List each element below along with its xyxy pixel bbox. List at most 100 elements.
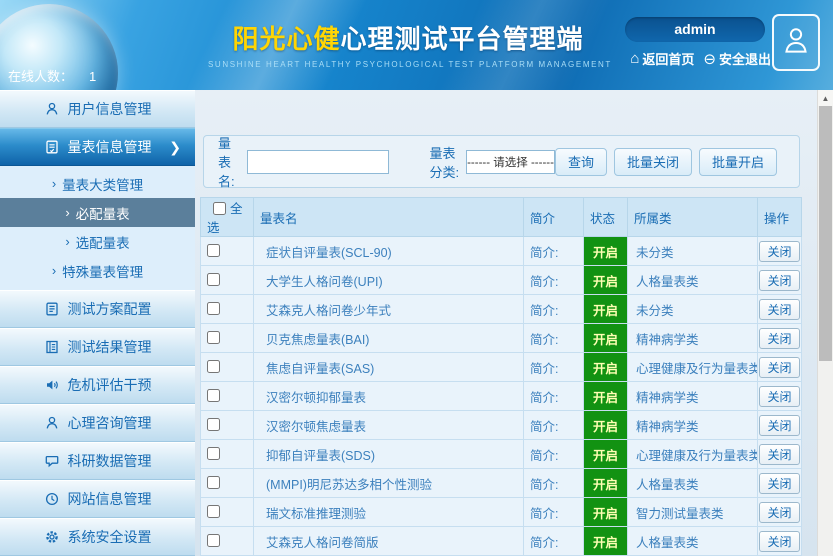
submenu-item-special-scales[interactable]: › 特殊量表管理 — [0, 256, 195, 285]
category-cell: 精神病学类 — [627, 323, 758, 353]
intro-cell: 简介: — [523, 497, 584, 527]
row-checkbox-cell — [200, 294, 254, 324]
row-checkbox[interactable] — [207, 331, 220, 344]
chevron-right-icon: › — [65, 205, 70, 220]
row-checkbox-cell — [200, 265, 254, 295]
scales-table: 全选 量表名 简介 状态 所属类 操作 症状自评量表(SCL-90) 简介: 开启未… — [200, 197, 802, 556]
sidebar-item-test-plan[interactable]: 测试方案配置 — [0, 290, 195, 328]
close-scale-button[interactable]: 关闭 — [759, 269, 800, 291]
table-row: 焦虑自评量表(SAS) 简介: 开启 心理健康及行为量表类 关闭 — [200, 352, 802, 382]
row-checkbox[interactable] — [207, 418, 220, 431]
status-badge: 开启 — [583, 410, 628, 440]
intro-cell: 简介: — [523, 265, 584, 295]
row-checkbox[interactable] — [207, 476, 220, 489]
header: 阳光心健心理测试平台管理端 SUNSHINE HEART HEALTHY PSY… — [0, 0, 833, 90]
close-scale-button[interactable]: 关闭 — [759, 530, 800, 552]
category-cell: 心理健康及行为量表类 — [627, 439, 758, 469]
user-icon — [44, 101, 60, 117]
chevron-right-icon: › — [51, 263, 57, 278]
batch-close-button[interactable]: 批量关闭 — [613, 147, 692, 176]
submenu-item-required-scales[interactable]: › 必配量表 — [0, 198, 195, 227]
close-scale-button[interactable]: 关闭 — [759, 501, 800, 523]
table-row: 汉密尔顿焦虑量表 简介: 开启 精神病学类 关闭 — [200, 410, 802, 440]
online-count: 在线人数： 1 — [8, 69, 97, 84]
sidebar-item-user-info[interactable]: 用户信息管理 — [0, 90, 195, 128]
action-cell: 关闭 — [757, 381, 802, 411]
username-badge[interactable]: admin — [625, 17, 765, 42]
sidebar-submenu: › 量表大类管理 › 必配量表 › 选配量表 › 特殊量表管理 — [0, 166, 195, 290]
batch-open-button[interactable]: 批量开启 — [698, 147, 777, 176]
status-badge: 开启 — [583, 439, 628, 469]
submenu-item-optional-scales[interactable]: › 选配量表 — [0, 227, 195, 256]
sidebar-item-counsel[interactable]: 心理咨询管理 — [0, 404, 195, 442]
scrollbar-thumb[interactable] — [819, 106, 832, 361]
scrollbar-up-arrow[interactable]: ▲ — [818, 90, 833, 106]
sidebar-item-label: 量表信息管理 — [67, 139, 152, 155]
table-row: 艾森克人格问卷少年式 简介: 开启 未分类 关闭 — [200, 294, 802, 324]
speaker-icon — [44, 377, 60, 393]
sidebar: 用户信息管理 量表信息管理 ❯ › 量表大类管理 › 必配量表 › 选配量表 › 特殊量表管理 测试方… — [0, 90, 195, 556]
row-checkbox-cell — [200, 236, 254, 266]
query-button[interactable]: 查询 — [554, 147, 607, 176]
plan-icon — [44, 301, 60, 317]
scale-name-cell: 焦虑自评量表(SAS) — [253, 352, 524, 382]
close-scale-button[interactable]: 关闭 — [759, 443, 800, 465]
row-checkbox-cell — [200, 439, 254, 469]
category-cell: 精神病学类 — [627, 381, 758, 411]
row-checkbox[interactable] — [207, 447, 220, 460]
close-scale-button[interactable]: 关闭 — [759, 240, 800, 262]
action-cell: 关闭 — [757, 526, 802, 556]
row-checkbox[interactable] — [207, 273, 220, 286]
status-badge: 开启 — [583, 468, 628, 498]
close-scale-button[interactable]: 关闭 — [759, 472, 800, 494]
user-icon — [782, 24, 810, 61]
filter-bar: 量表名: 量表分类: ------ 请选择 ------ 查询 批量关闭 批量开启 — [203, 135, 800, 189]
sidebar-item-test-result[interactable]: 测试结果管理 — [0, 328, 195, 366]
chevron-right-icon: ❯ — [169, 138, 181, 155]
home-link[interactable]: ⌂ 返回首页 — [630, 50, 695, 67]
submenu-item-label: 选配量表 — [75, 235, 130, 251]
scale-name-input[interactable] — [247, 149, 390, 174]
select-all-checkbox[interactable] — [213, 202, 226, 215]
vertical-scrollbar[interactable]: ▲ — [817, 90, 833, 556]
row-checkbox[interactable] — [207, 302, 220, 315]
sidebar-item-scale-info[interactable]: 量表信息管理 ❯ — [0, 128, 195, 166]
chevron-right-icon: › — [65, 234, 70, 249]
table-row: (MMPI)明尼苏达多相个性测验 简介: 开启 人格量表类 关闭 — [200, 468, 802, 498]
sidebar-item-research[interactable]: 科研数据管理 — [0, 442, 195, 480]
close-scale-button[interactable]: 关闭 — [759, 385, 800, 407]
row-checkbox-cell — [200, 468, 254, 498]
col-category: 所属类 — [627, 197, 758, 237]
close-scale-button[interactable]: 关闭 — [759, 414, 800, 436]
row-checkbox[interactable] — [207, 360, 220, 373]
status-badge: 开启 — [583, 497, 628, 527]
category-cell: 心理健康及行为量表类 — [627, 352, 758, 382]
sidebar-item-label: 用户信息管理 — [67, 101, 152, 117]
online-count-value: 1 — [89, 69, 97, 84]
sidebar-item-website[interactable]: 网站信息管理 — [0, 480, 195, 518]
scale-category-select[interactable]: ------ 请选择 ------ — [466, 149, 555, 174]
sidebar-item-crisis[interactable]: 危机评估干预 — [0, 366, 195, 404]
logout-link[interactable]: ⊖ 安全退出 — [703, 50, 771, 68]
gear-icon — [44, 529, 60, 545]
close-scale-button[interactable]: 关闭 — [759, 298, 800, 320]
row-checkbox[interactable] — [207, 244, 220, 257]
close-scale-button[interactable]: 关闭 — [759, 356, 800, 378]
scale-name-cell: 贝克焦虑量表(BAI) — [253, 323, 524, 353]
intro-cell: 简介: — [523, 439, 584, 469]
submenu-item-scale-category[interactable]: › 量表大类管理 — [0, 169, 195, 198]
row-checkbox[interactable] — [207, 389, 220, 402]
table-header-row: 全选 量表名 简介 状态 所属类 操作 — [200, 197, 802, 237]
action-cell: 关闭 — [757, 236, 802, 266]
row-checkbox[interactable] — [207, 534, 220, 547]
intro-cell: 简介: — [523, 468, 584, 498]
sidebar-item-security[interactable]: 系统安全设置 — [0, 518, 195, 556]
action-cell: 关闭 — [757, 497, 802, 527]
close-scale-button[interactable]: 关闭 — [759, 327, 800, 349]
avatar[interactable] — [772, 14, 820, 71]
brand-subtitle: SUNSHINE HEART HEALTHY PSYCHOLOGICAL TES… — [208, 60, 612, 69]
category-cell: 人格量表类 — [627, 526, 758, 556]
category-cell: 未分类 — [627, 294, 758, 324]
row-checkbox[interactable] — [207, 505, 220, 518]
